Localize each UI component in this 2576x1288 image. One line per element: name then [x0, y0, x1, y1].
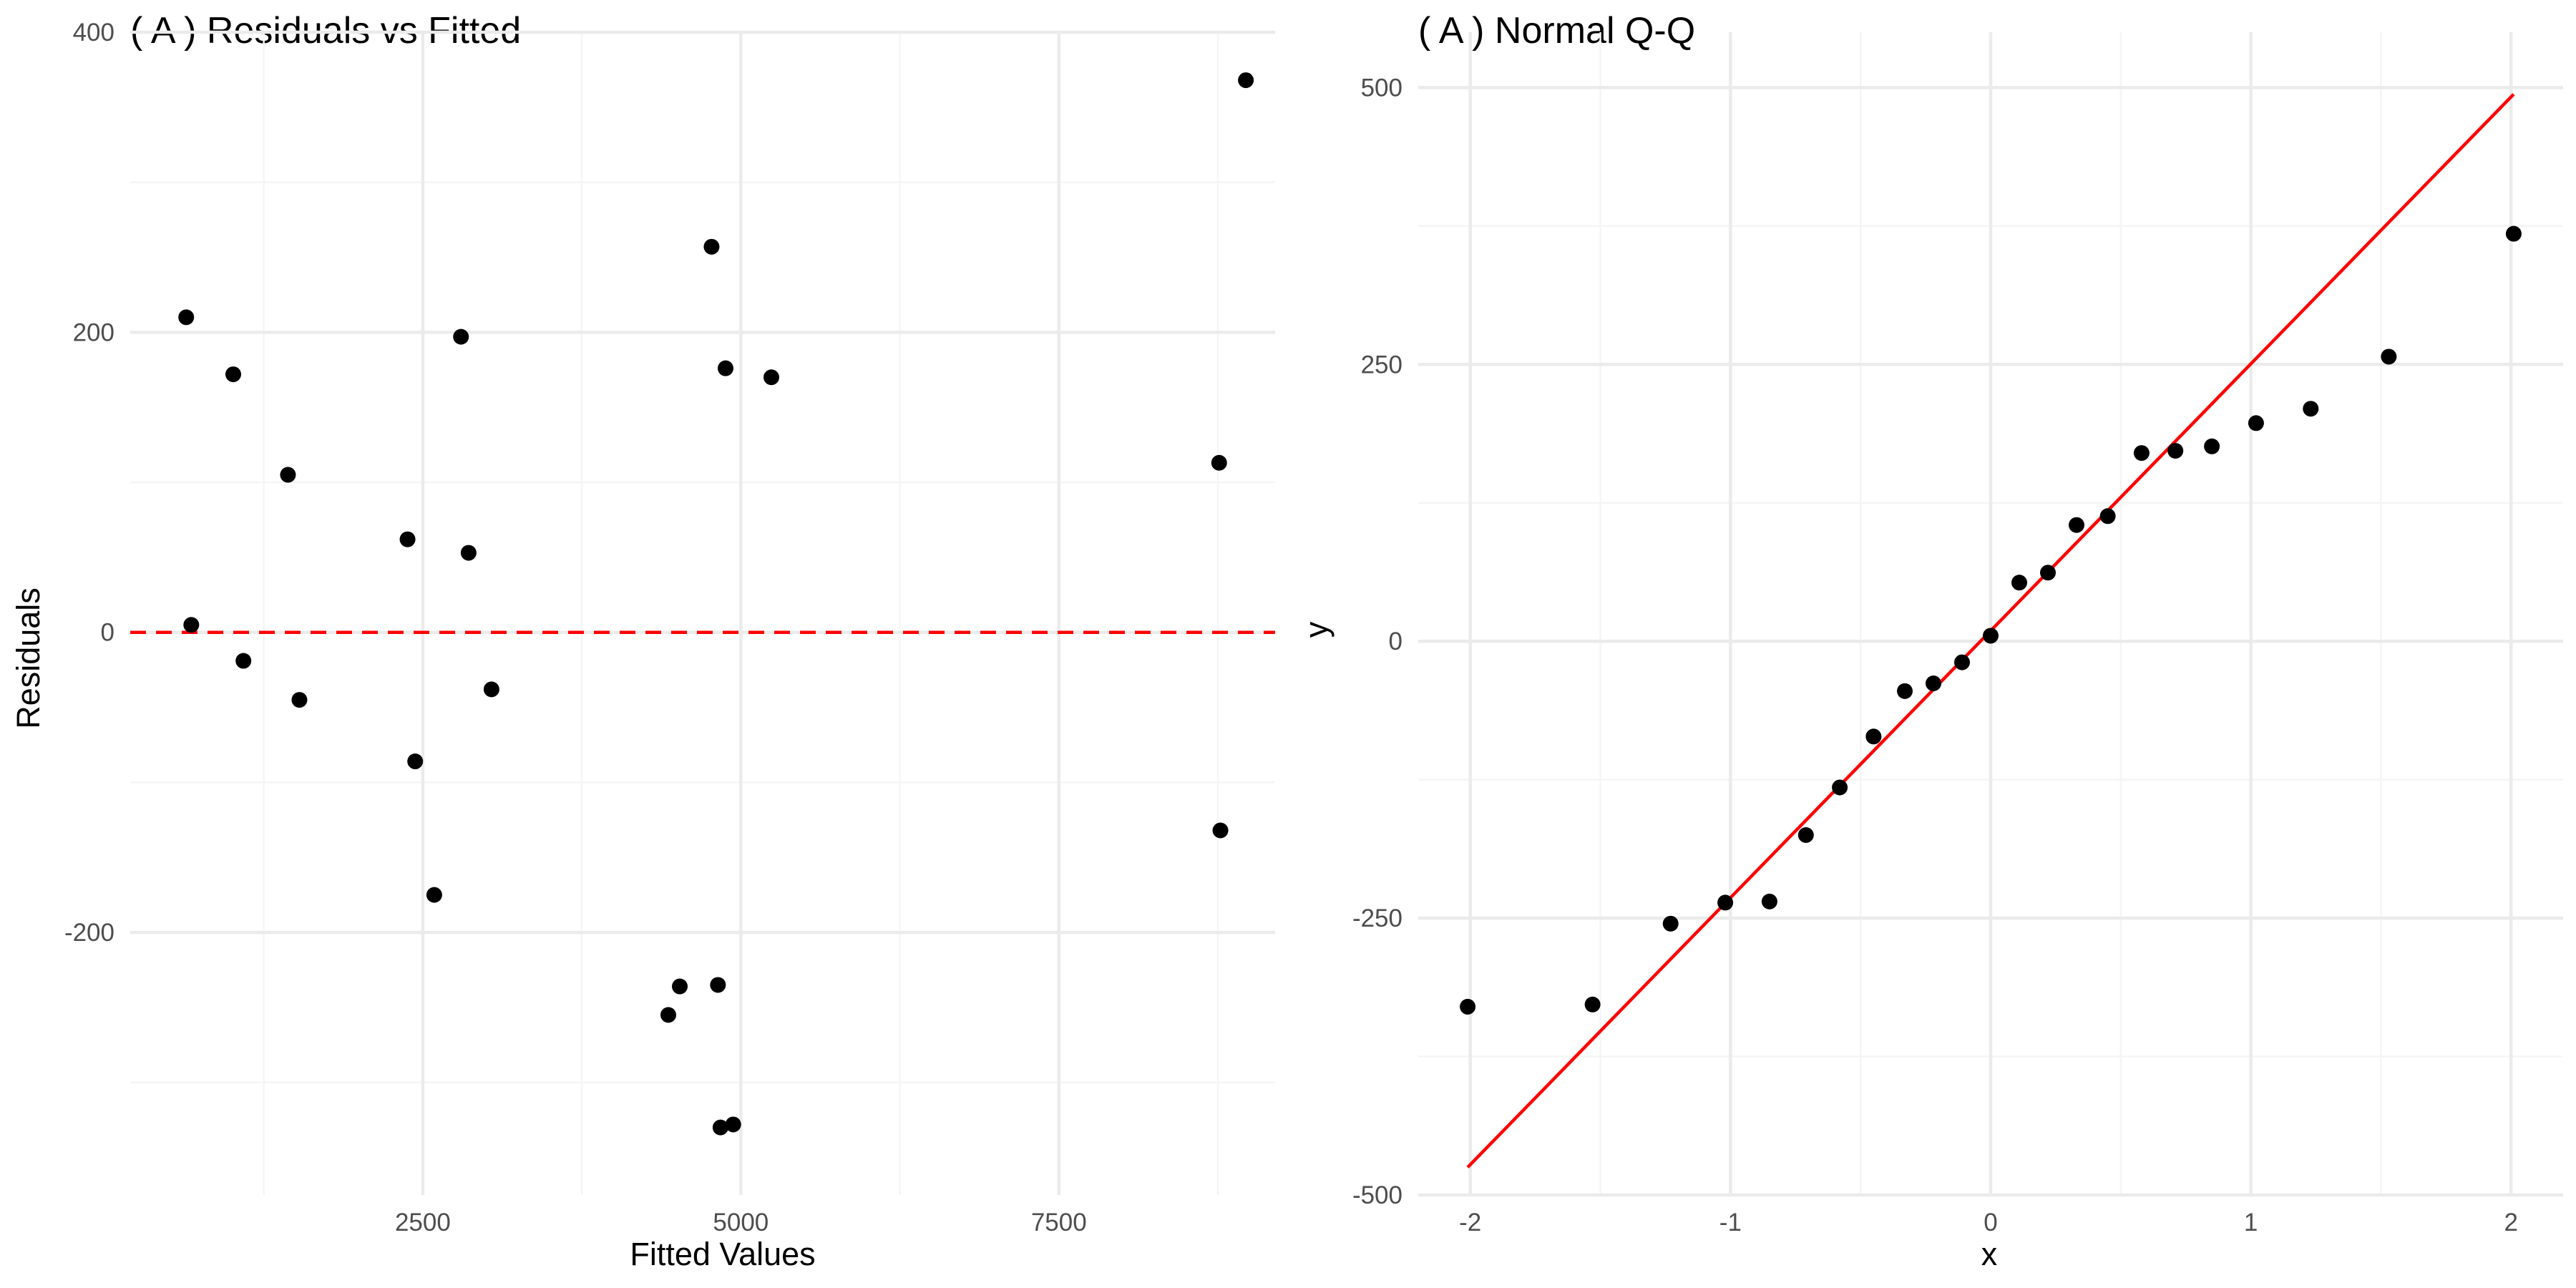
data-point — [660, 1007, 676, 1023]
x-tick-label: 2 — [2504, 1209, 2518, 1236]
data-point — [1954, 654, 1970, 670]
data-point — [725, 1116, 741, 1133]
y-tick-label: 250 — [1361, 351, 1402, 379]
x-tick-label: -2 — [1459, 1209, 1481, 1236]
data-point — [1983, 628, 1999, 644]
y-tick-label: 500 — [1361, 74, 1402, 102]
x-tick-label: 5000 — [713, 1209, 769, 1236]
normal-qq-panel: ( A ) Normal Q-Q 500 250 0 -250 -500 -2 -1 0 1 2… — [1298, 10, 2563, 1272]
data-point — [399, 531, 416, 547]
x-tick-label: 2500 — [395, 1209, 451, 1236]
data-point — [2505, 225, 2522, 242]
data-point — [1211, 454, 1227, 471]
data-point — [763, 369, 779, 386]
data-point — [2011, 575, 2027, 591]
data-point — [1584, 996, 1601, 1013]
data-point — [225, 366, 241, 383]
data-point — [453, 328, 469, 345]
y-tick-label: -250 — [1352, 904, 1402, 932]
data-point — [280, 467, 296, 483]
data-point — [407, 753, 424, 770]
data-point — [1717, 894, 1734, 911]
y-tick-label: -200 — [64, 919, 114, 947]
data-point — [718, 360, 733, 376]
data-point — [710, 977, 726, 993]
panel-title: ( A ) Normal Q-Q — [1418, 10, 1695, 52]
data-point — [1662, 915, 1679, 932]
y-axis-title: Residuals — [10, 587, 47, 729]
data-point — [2167, 443, 2184, 459]
data-point — [1460, 998, 1476, 1015]
y-axis-title: y — [1298, 621, 1335, 638]
data-point — [2040, 565, 2056, 581]
data-point — [1797, 827, 1814, 844]
data-point — [1238, 72, 1254, 89]
data-point — [1761, 893, 1777, 909]
data-point — [2204, 438, 2220, 454]
x-tick-label: 0 — [1984, 1209, 1997, 1236]
x-tick-label: 7500 — [1031, 1209, 1087, 1236]
data-point — [183, 617, 200, 633]
data-point — [460, 545, 477, 561]
data-point — [672, 978, 688, 995]
data-point — [2133, 445, 2150, 462]
y-tick-label: 400 — [73, 19, 114, 47]
data-point — [2248, 415, 2264, 431]
y-tick-label: 0 — [101, 619, 114, 647]
data-point — [1897, 683, 1913, 699]
data-point — [178, 309, 195, 326]
y-tick-label: 0 — [1389, 628, 1402, 655]
y-tick-label: 200 — [73, 318, 114, 346]
x-tick-label: -1 — [1719, 1209, 1742, 1236]
data-point — [712, 1119, 728, 1136]
data-point — [426, 887, 442, 903]
data-point — [1865, 728, 1882, 745]
data-point — [483, 681, 499, 698]
x-axis-title: Fitted Values — [630, 1236, 815, 1272]
data-point — [1212, 822, 1229, 839]
data-point — [1832, 779, 1848, 796]
data-point — [2099, 508, 2116, 525]
data-point — [2069, 517, 2084, 533]
data-point — [235, 653, 252, 669]
data-point — [291, 692, 308, 708]
y-tick-label: -500 — [1352, 1181, 1402, 1209]
x-axis-title: x — [1981, 1236, 1998, 1272]
data-point — [2381, 348, 2397, 365]
data-point — [1926, 675, 1941, 691]
x-tick-label: 1 — [2244, 1209, 2258, 1236]
data-point — [703, 238, 720, 255]
data-point — [2303, 401, 2319, 417]
